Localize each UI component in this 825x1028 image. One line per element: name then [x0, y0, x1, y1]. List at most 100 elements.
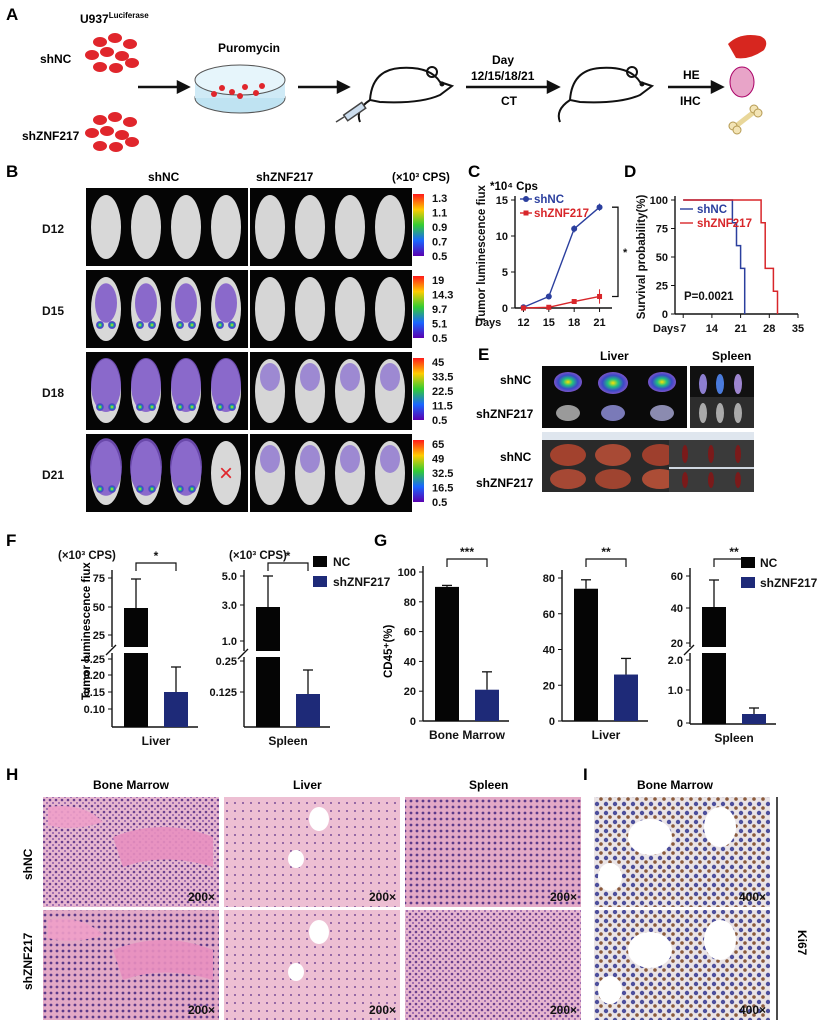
panel-label-b: B: [6, 162, 18, 181]
bar-shznf217: [475, 689, 499, 721]
scale-tick-label: 0.9: [432, 222, 447, 234]
luminescence-hotspot: [188, 321, 196, 329]
ki67-label: Ki67: [795, 930, 809, 956]
adipocyte-space: [598, 863, 622, 891]
mouse-icon: [357, 66, 455, 123]
luminescence-hotspot: [108, 485, 116, 493]
luminescence-signal: [171, 358, 201, 412]
y-tick-label: 0.25: [216, 656, 237, 668]
scale-tick-label: 5.1: [432, 319, 447, 331]
histology-image: [405, 910, 581, 1020]
scale-tick-label: 1.3: [432, 193, 447, 205]
g-y-axis-label: CD45⁺(%): [383, 624, 395, 678]
y-tick-label: 0: [677, 718, 683, 730]
row-label: shZNF217: [21, 932, 35, 990]
luminescence-hotspot: [136, 321, 144, 329]
mouse-body: [171, 195, 201, 259]
luminescence-signal: [340, 445, 360, 473]
significance-mark: **: [601, 545, 611, 559]
y-axis-label: Tumor luminescence fiux: [476, 184, 488, 322]
mouse-body: [255, 277, 285, 341]
f-y-axis-label: Tumor luminescence fiux: [81, 562, 93, 700]
y-tick-label: 15: [496, 195, 508, 207]
y-axis-label: Survival probability(%): [636, 195, 648, 320]
magnification-label: 200×: [550, 890, 577, 904]
data-point: [545, 293, 552, 300]
mouse-body: [295, 195, 325, 259]
series-line: [523, 206, 600, 308]
y-tick-label: 25: [656, 281, 668, 293]
y-tick-label: 25: [93, 630, 105, 642]
bone-trabecula: [48, 919, 103, 941]
y-tick-label: 50: [93, 602, 105, 614]
luminescence-signal: [260, 445, 280, 473]
data-point: [596, 204, 603, 211]
significance-mark: ***: [460, 545, 474, 559]
x-tick-label: 21: [593, 317, 605, 329]
luminescence-signal: [131, 358, 161, 412]
significance-mark: *: [154, 549, 159, 563]
axis-break-gap: [684, 647, 770, 653]
magnification-label: 200×: [369, 1003, 396, 1017]
luminescence-hotspot: [108, 321, 116, 329]
y-tick-label: 1.0: [222, 636, 237, 648]
bone-icon: [728, 104, 763, 135]
panel-label-i: I: [583, 765, 588, 784]
y-tick-label: 60: [671, 571, 683, 583]
survival-curve: [683, 199, 779, 314]
series-line: [523, 295, 600, 309]
luminescence-hotspot: [96, 403, 104, 411]
adipocyte-space: [598, 976, 622, 1004]
legend-marker: [523, 196, 529, 202]
panel-f-bar-charts: (×10³ CPS) (×10³ CPS) 75 50 25 0.25 0.20 0.15 0.…: [58, 549, 391, 748]
magnification-label: 200×: [188, 890, 215, 904]
scale-tick-label: 0.5: [432, 415, 447, 427]
arrow-icon: [298, 79, 351, 95]
y-tick-label: 20: [404, 686, 416, 698]
imaging-grid: D12 1.3 1.1 0.9 0.7 0.5 D15 19 14.3 9.7 5.1 0.5 D18 4…: [42, 188, 453, 512]
y-tick-label: 60: [404, 627, 416, 639]
data-point: [520, 305, 526, 311]
data-point: [571, 225, 578, 232]
y-tick-label: 80: [543, 573, 555, 585]
luminescence-hotspot: [176, 321, 184, 329]
x-axis-label: Spleen: [714, 731, 753, 745]
liver-organ-icon: [728, 35, 767, 59]
bar-shznf217: [742, 714, 766, 724]
axis-break-mark: [237, 648, 249, 660]
day-label: D18: [42, 386, 64, 400]
dead-mouse-mark: ×: [219, 460, 233, 487]
y-tick-label: 20: [671, 638, 683, 650]
luminescence-hotspot: [216, 403, 224, 411]
luminescence-hotspot: [96, 321, 104, 329]
y-tick-label: 0: [410, 716, 416, 728]
petri-dish-icon: [194, 64, 286, 114]
col-label: Bone Marrow: [637, 778, 714, 792]
y-tick-label: 100: [650, 195, 668, 207]
axis-break-mark: [683, 644, 695, 656]
bar-nc: [124, 608, 148, 727]
luminescence-hotspot: [216, 321, 224, 329]
luminescence-signal: [260, 363, 280, 391]
legend-label: shZNF217: [760, 576, 818, 590]
scale-tick-label: 9.7: [432, 304, 447, 316]
legend-swatch: [313, 556, 327, 567]
organ-photo-liver: [542, 432, 687, 492]
y-tick-label: 40: [404, 656, 416, 668]
x-tick-label: 18: [568, 317, 580, 329]
legend-label: shNC: [534, 194, 564, 206]
scale-tick-label: 49: [432, 454, 444, 466]
y-tick-label: 40: [543, 645, 555, 657]
vessel-lumen: [288, 850, 304, 868]
adipocyte-space: [704, 807, 736, 847]
data-point: [597, 293, 603, 299]
scale-tick-label: 65: [432, 439, 444, 451]
mouse-body: [91, 195, 121, 259]
scale-tick-label: 0.5: [432, 333, 447, 345]
y-tick-label: 0.10: [84, 704, 105, 716]
y-tick-label: 0.20: [84, 670, 105, 682]
luminescence-hotspot: [176, 485, 184, 493]
day-label: D21: [42, 468, 64, 482]
panel-label-h: H: [6, 765, 18, 784]
luminescence-signal: [340, 363, 360, 391]
